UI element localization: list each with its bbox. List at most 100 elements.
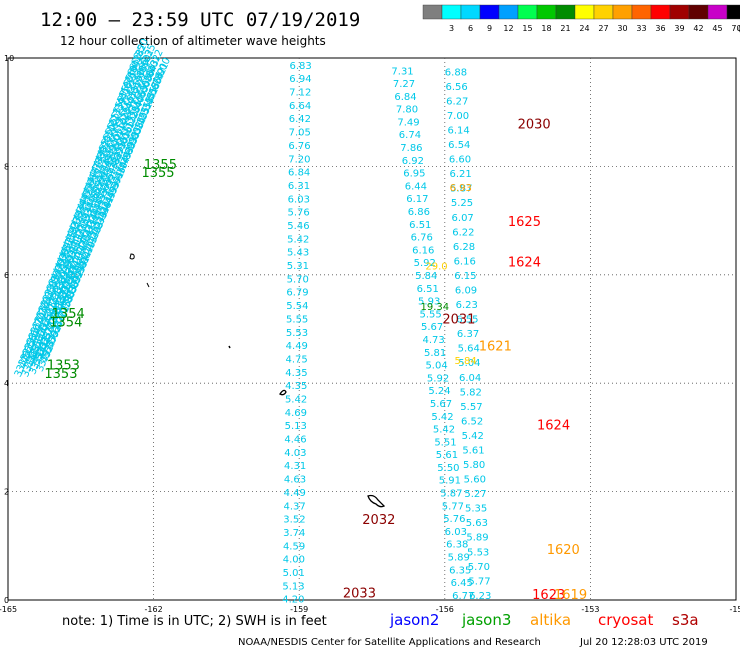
- swh-value: 4.31: [284, 461, 306, 472]
- swh-value: 5.04: [458, 358, 480, 369]
- swh-value: 6.64: [289, 101, 311, 112]
- swh-value: 4.75: [285, 354, 307, 365]
- satellite-legend-jason2: jason2: [389, 611, 439, 629]
- swh-value: 5.93: [418, 297, 440, 308]
- satellite-legend: jason2 jason3 altika cryosat s3a: [389, 611, 699, 629]
- colorbar-swatch: [460, 4, 481, 20]
- track-time-label: 1353: [47, 359, 80, 374]
- swh-value: 5.91: [439, 476, 461, 487]
- swh-value: 4.37: [283, 501, 305, 512]
- swh-value: 7.49: [397, 117, 419, 128]
- colorbar-swatch: [669, 4, 690, 20]
- swh-value: 4.46: [284, 435, 306, 446]
- swh-value: 5.46: [287, 221, 309, 232]
- island-outline: [279, 389, 287, 396]
- swh-value: 5.24: [428, 386, 450, 397]
- swh-value: 7.20: [288, 154, 310, 165]
- colorbar-swatch: [631, 4, 652, 20]
- swh-value: 6.15: [454, 271, 476, 282]
- y-tick-label: 10: [4, 54, 14, 63]
- swh-value: 3.74: [283, 528, 305, 539]
- colorbar-label: 15: [522, 24, 532, 33]
- x-tick-label: -156: [436, 605, 454, 614]
- island-outline: [228, 345, 231, 349]
- colorbar-label: 70: [731, 24, 740, 33]
- swh-value: 6.31: [288, 181, 310, 192]
- swh-value: 3.52: [283, 515, 305, 526]
- swh-value: 6.86: [408, 207, 430, 218]
- plot-area: -165 -162 -159 -156 -153 -15 0 2 4 6 8 10 6.83 6.94…: [0, 37, 740, 614]
- colorbar-unit: (ft): [738, 24, 740, 33]
- swh-value: 6.95: [403, 169, 425, 180]
- footer-credit: NOAA/NESDIS Center for Satellite Applica…: [238, 637, 541, 648]
- colorbar-swatch: [650, 4, 671, 20]
- swh-value: 6.07: [452, 213, 474, 224]
- footer-note: note: 1) Time is in UTC; 2) SWH is in fe…: [62, 614, 327, 629]
- swh-value: 4.73: [422, 335, 444, 346]
- swh-value: 5.53: [286, 328, 308, 339]
- swh-value: 6.45: [451, 578, 473, 589]
- swh-value: 6.77: [452, 591, 474, 602]
- swh-value: 5.42: [287, 234, 309, 245]
- swh-value: 6.88: [445, 67, 467, 78]
- colorbar-swatch: [688, 4, 709, 20]
- colorbar-swatch: [726, 4, 740, 20]
- track-time-label: 1620: [547, 543, 580, 558]
- x-tick-label: -15: [729, 605, 740, 614]
- swh-value: 6.16: [412, 245, 434, 256]
- colorbar-label: 33: [636, 24, 646, 33]
- x-tick-labels: -165 -162 -159 -156 -153 -15: [0, 605, 740, 614]
- colorbar-label: 21: [560, 24, 570, 33]
- colorbar-label: 9: [487, 24, 492, 33]
- swh-value: 7.27: [393, 79, 415, 90]
- colorbar-swatch: [593, 4, 614, 20]
- swh-value: 4.69: [285, 408, 307, 419]
- swh-value: 19.34: [421, 302, 450, 313]
- swh-value: 5.81: [424, 348, 446, 359]
- track-time-label: 1623: [532, 588, 565, 603]
- swh-value: 6.76: [411, 233, 433, 244]
- swh-value: 7.80: [396, 105, 418, 116]
- swh-value: 29.0: [425, 261, 447, 272]
- swh-value: 7.31: [391, 66, 413, 77]
- swh-value: 6.83: [289, 61, 311, 72]
- track-time-label: 1625: [508, 215, 541, 230]
- swh-value: 5.84: [455, 356, 477, 367]
- track-time-label: 1619: [554, 588, 587, 603]
- y-tick-label: 8: [4, 162, 9, 171]
- swh-value: 5.67: [430, 399, 452, 410]
- chart-title: 12:00 – 23:59 UTC 07/19/2019: [40, 9, 360, 31]
- swh-value: 5.76: [287, 208, 309, 219]
- colorbar-swatch: [498, 4, 519, 20]
- swh-value: 4.35: [285, 381, 307, 392]
- swh-value: 6.28: [453, 242, 475, 253]
- swh-value: 5.64: [458, 344, 480, 355]
- swh-value: 6.74: [399, 130, 421, 141]
- track-time-label: 2032: [362, 513, 395, 528]
- colorbar-label: 30: [617, 24, 627, 33]
- satellite-legend-cryosat: cryosat: [598, 611, 653, 629]
- colorbar-label: 18: [541, 24, 551, 33]
- x-tick-label: -165: [0, 605, 17, 614]
- swh-value: 5.35: [465, 504, 487, 515]
- y-tick-label: 2: [4, 488, 9, 497]
- swh-value: 5.61: [462, 445, 484, 456]
- swh-value: 5.80: [463, 460, 485, 471]
- swh-value: 7.00: [447, 111, 469, 122]
- swh-value: 6.23: [456, 300, 478, 311]
- island-outline: [146, 282, 150, 288]
- y-tick-label: 4: [4, 379, 9, 388]
- swh-value: 6.04: [459, 373, 481, 384]
- swh-value: 5.01: [283, 568, 305, 579]
- footer-timestamp: Jul 20 12:28:03 UTC 2019: [579, 637, 708, 648]
- y-tick-label: 6: [4, 271, 9, 280]
- swh-value: 5.57: [460, 402, 482, 413]
- swh-value: 6.79: [286, 288, 308, 299]
- y-tick-label: 0: [4, 596, 9, 605]
- swh-value: 5.92: [427, 373, 449, 384]
- swh-value: 5.50: [437, 463, 459, 474]
- swh-value: 6.09: [455, 285, 477, 296]
- colorbar-swatch: [536, 4, 557, 20]
- swh-value: 6.35: [449, 565, 471, 576]
